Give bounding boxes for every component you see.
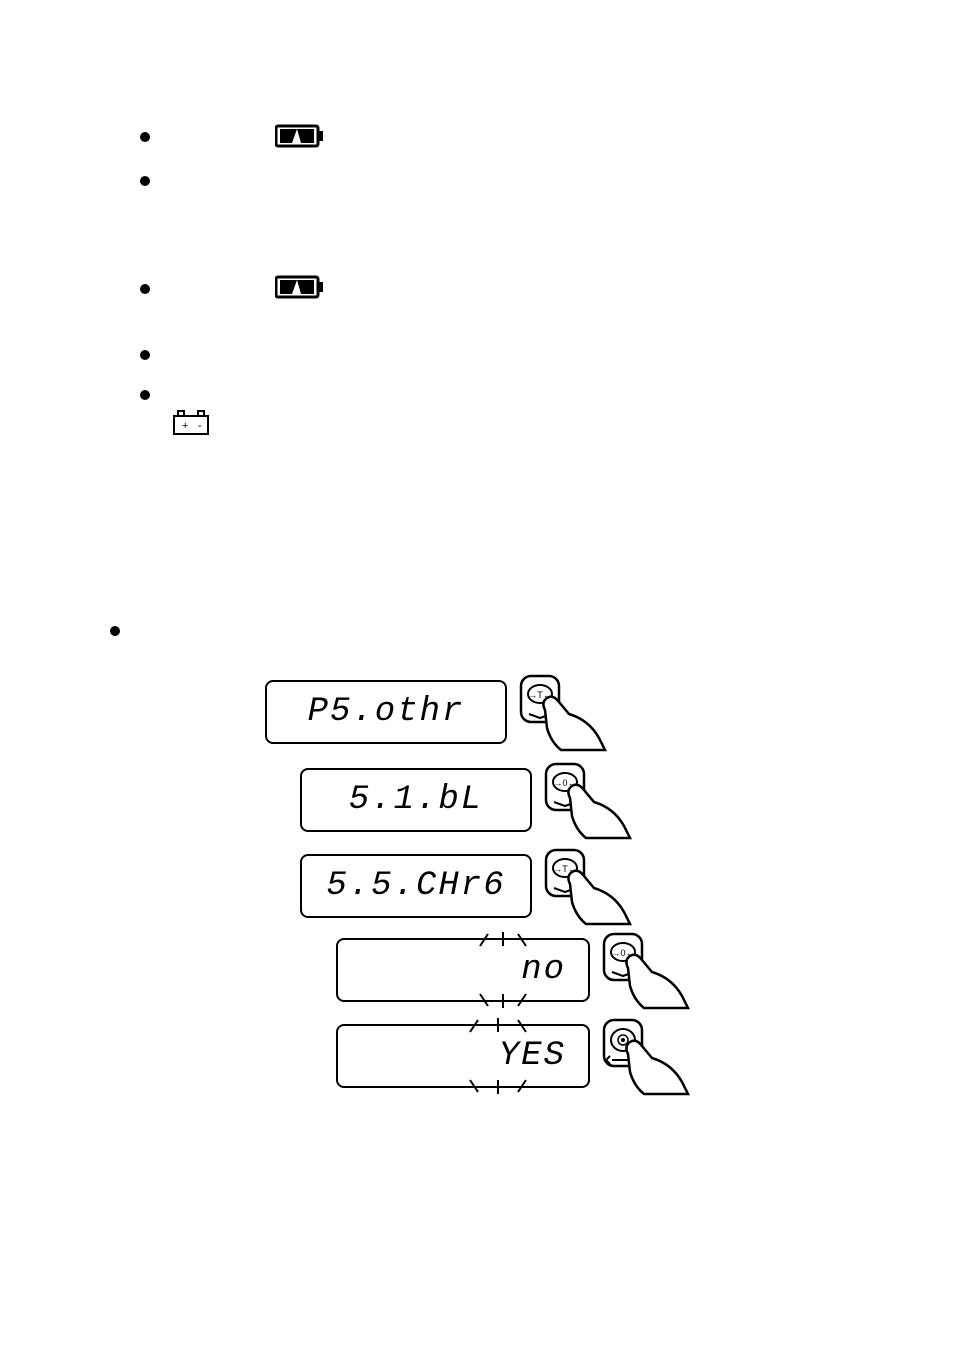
list-bullet: [140, 284, 150, 294]
lcd-display: P5.othr: [265, 680, 507, 744]
list-bullet: [140, 350, 150, 360]
lcd-row: P5.othr →T←: [265, 672, 612, 752]
lcd-display: no: [336, 938, 590, 1002]
lcd-text: 5.1.bL: [349, 781, 483, 819]
lcd-text: P5.othr: [308, 693, 465, 731]
list-bullet: [110, 626, 120, 636]
battery-icon: [275, 124, 325, 153]
hand-pressing-button: →T←: [542, 846, 637, 926]
list-bullet: [140, 390, 150, 400]
lcd-display: 5.5.CHr6: [300, 854, 532, 918]
lcd-display: YES: [336, 1024, 590, 1088]
lcd-text: no: [521, 951, 566, 989]
lcd-row: 5.1.bL →0←: [300, 760, 637, 840]
svg-text:+: +: [182, 420, 188, 432]
car-battery-icon: + -: [172, 408, 212, 441]
list-bullet: [140, 176, 150, 186]
lcd-row: 5.5.CHr6 →T←: [300, 846, 637, 926]
page: + - P5.othr →T← 5.1.bL: [0, 0, 954, 1355]
lcd-display: 5.1.bL: [300, 768, 532, 832]
lcd-text: 5.5.CHr6: [326, 867, 505, 905]
hand-pressing-button: →T←: [517, 672, 612, 752]
lcd-row: no →0←: [336, 930, 695, 1010]
list-bullet: [140, 132, 150, 142]
hand-pressing-button: →0←: [600, 930, 695, 1010]
svg-text:-: -: [198, 420, 202, 432]
lcd-row: YES: [336, 1016, 695, 1096]
hand-pressing-button: →0←: [542, 760, 637, 840]
battery-icon: [275, 275, 325, 304]
hand-pressing-button: [600, 1016, 695, 1096]
lcd-text: YES: [499, 1037, 566, 1075]
